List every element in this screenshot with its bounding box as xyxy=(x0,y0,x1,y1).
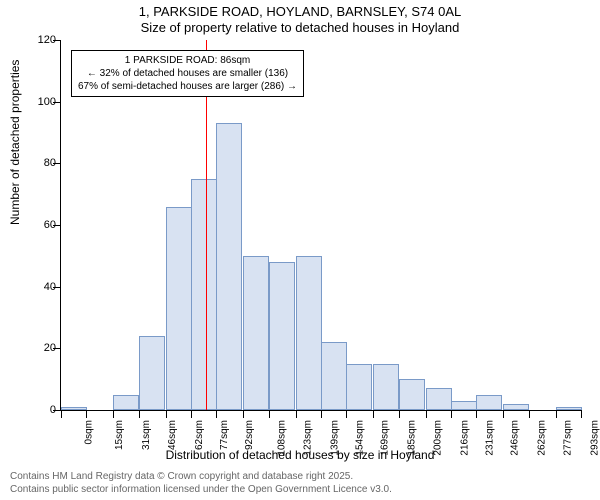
x-tick xyxy=(61,410,62,418)
footer-attribution: Contains HM Land Registry data © Crown c… xyxy=(10,470,392,496)
histogram-bar xyxy=(476,395,502,410)
chart-container: 1, PARKSIDE ROAD, HOYLAND, BARNSLEY, S74… xyxy=(0,0,600,500)
x-tick xyxy=(113,410,114,418)
x-tick xyxy=(166,410,167,418)
title-main: 1, PARKSIDE ROAD, HOYLAND, BARNSLEY, S74… xyxy=(0,4,600,19)
x-tick xyxy=(243,410,244,418)
plot-area: 0204060801001200sqm15sqm31sqm46sqm62sqm7… xyxy=(60,40,581,411)
x-tick xyxy=(296,410,297,418)
x-tick xyxy=(556,410,557,418)
x-tick-label: 92sqm xyxy=(244,420,255,450)
x-tick-label: 77sqm xyxy=(219,420,230,450)
histogram-bar xyxy=(216,123,242,410)
y-tick-label: 20 xyxy=(44,342,56,354)
histogram-bar xyxy=(556,407,582,410)
histogram-bar xyxy=(503,404,529,410)
y-tick-label: 0 xyxy=(50,404,56,416)
y-tick-label: 60 xyxy=(44,219,56,231)
annotation-line1: 1 PARKSIDE ROAD: 86sqm xyxy=(78,54,297,67)
histogram-bar xyxy=(139,336,165,410)
x-tick xyxy=(451,410,452,418)
x-tick-label: 31sqm xyxy=(141,420,152,450)
annotation-line2: ← 32% of detached houses are smaller (13… xyxy=(78,67,297,80)
x-tick xyxy=(139,410,140,418)
histogram-bar xyxy=(426,388,452,410)
x-tick-label: 62sqm xyxy=(194,420,205,450)
x-tick xyxy=(399,410,400,418)
annotation-box: 1 PARKSIDE ROAD: 86sqm← 32% of detached … xyxy=(71,50,304,97)
x-tick-label: 46sqm xyxy=(167,420,178,450)
title-sub: Size of property relative to detached ho… xyxy=(0,20,600,35)
y-tick-label: 120 xyxy=(38,34,56,46)
x-tick xyxy=(581,410,582,418)
histogram-bar xyxy=(269,262,295,410)
histogram-bar xyxy=(243,256,269,410)
histogram-bar xyxy=(61,407,87,410)
footer-line2: Contains public sector information licen… xyxy=(10,483,392,496)
histogram-bar xyxy=(451,401,477,410)
x-axis-label: Distribution of detached houses by size … xyxy=(0,448,600,462)
y-tick-label: 80 xyxy=(44,157,56,169)
histogram-bar xyxy=(191,179,217,410)
x-tick xyxy=(503,410,504,418)
x-tick xyxy=(426,410,427,418)
y-axis-label: Number of detached properties xyxy=(8,60,22,225)
histogram-bar xyxy=(113,395,139,410)
histogram-bar xyxy=(346,364,372,410)
histogram-bar xyxy=(321,342,347,410)
x-tick xyxy=(476,410,477,418)
y-tick-label: 100 xyxy=(38,96,56,108)
x-tick-label: 15sqm xyxy=(114,420,125,450)
x-tick xyxy=(191,410,192,418)
y-tick-label: 40 xyxy=(44,281,56,293)
annotation-line3: 67% of semi-detached houses are larger (… xyxy=(78,80,297,93)
footer-line1: Contains HM Land Registry data © Crown c… xyxy=(10,470,392,483)
x-tick xyxy=(216,410,217,418)
histogram-bar xyxy=(166,207,192,411)
x-tick xyxy=(86,410,87,418)
x-tick xyxy=(373,410,374,418)
x-tick-label: 0sqm xyxy=(83,420,94,444)
x-tick xyxy=(529,410,530,418)
x-tick xyxy=(321,410,322,418)
histogram-bar xyxy=(399,379,425,410)
histogram-bar xyxy=(296,256,322,410)
x-tick xyxy=(346,410,347,418)
histogram-bar xyxy=(373,364,399,410)
x-tick xyxy=(269,410,270,418)
